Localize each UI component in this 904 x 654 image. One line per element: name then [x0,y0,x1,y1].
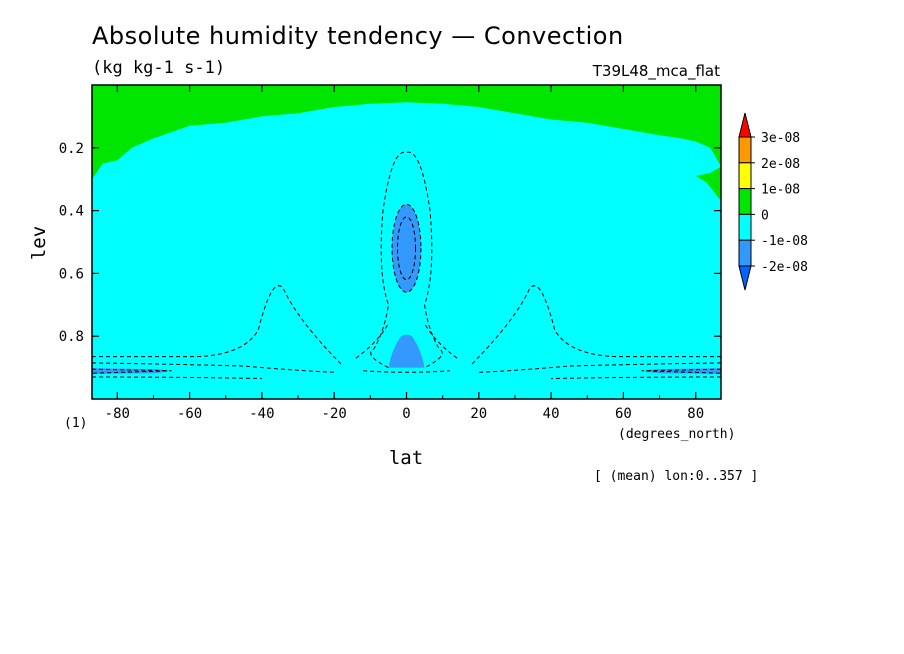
contour-equator-flanks [355,323,458,359]
x-axis-units: (degrees_north) [618,427,735,442]
contour-south-hump [92,285,342,365]
contour-north-low [478,362,722,373]
x-tick-label: -60 [177,406,202,422]
fill-blue-equator-lower [388,334,425,368]
y-tick-label: 0.2 [59,141,84,157]
x-tick-label: -40 [249,406,274,422]
x-tick-label: 40 [543,406,560,422]
contour-equator-bold [391,203,422,293]
x-tick-label: -80 [105,406,130,422]
contour-lines [91,151,722,380]
x-tick-label: 60 [615,406,632,422]
legend-label: 3e-08 [761,131,800,146]
fill-green-north-edge [695,166,721,202]
legend-label: -1e-08 [761,234,808,249]
contour-equator-inner [396,216,417,281]
legend-swatch [738,136,752,164]
x-tick-label: 0 [402,406,410,422]
contour-north-bold [641,368,722,374]
chart-title: Absolute humidity tendency — Convection [92,22,624,50]
legend-swatch [738,162,752,190]
x-axis-label: lat [389,447,423,469]
y-tick-label: 0.6 [59,266,84,282]
corner-label: (1) [64,416,88,431]
legend-swatch [738,213,752,241]
y-axis-label: lev [28,226,50,260]
contour-north-hump [471,285,721,365]
x-axis: -80 -60 -40 -20 0 20 40 60 80 [105,85,704,422]
chart-units: (kg kg-1 s-1) [92,58,226,78]
legend-label: -2e-08 [761,260,808,275]
x-tick-label: 20 [470,406,487,422]
legend-label: 2e-08 [761,157,800,172]
legend-swatch [738,188,752,215]
x-tick-label: 80 [687,406,704,422]
contour-south-low [91,362,335,373]
legend-label: 0 [761,208,769,223]
y-tick-label: 0.4 [59,204,84,220]
x-tick-label: -20 [322,406,347,422]
y-tick-label: 0.8 [59,329,84,345]
fill-blue-equator-upper [392,204,421,293]
fill-green-upper [92,85,721,180]
legend-label: 1e-08 [761,183,800,198]
legend-swatch-top [738,112,752,138]
legend-swatch [738,239,752,267]
legend-swatch-bottom [738,265,752,291]
color-legend: 3e-08 2e-08 1e-08 0 -1e-08 -2e-08 [738,112,808,291]
y-axis: 0.2 0.4 0.6 0.8 [59,141,721,345]
contour-equator-base [363,370,450,373]
contour-fills [92,85,721,399]
contour-north-surface [551,376,722,380]
mean-note: [ (mean) lon:0..357 ] [594,469,759,484]
run-name: T39L48_mca_flat [592,62,720,80]
contour-south-surface [91,376,262,380]
contour-south-bold [91,368,172,374]
